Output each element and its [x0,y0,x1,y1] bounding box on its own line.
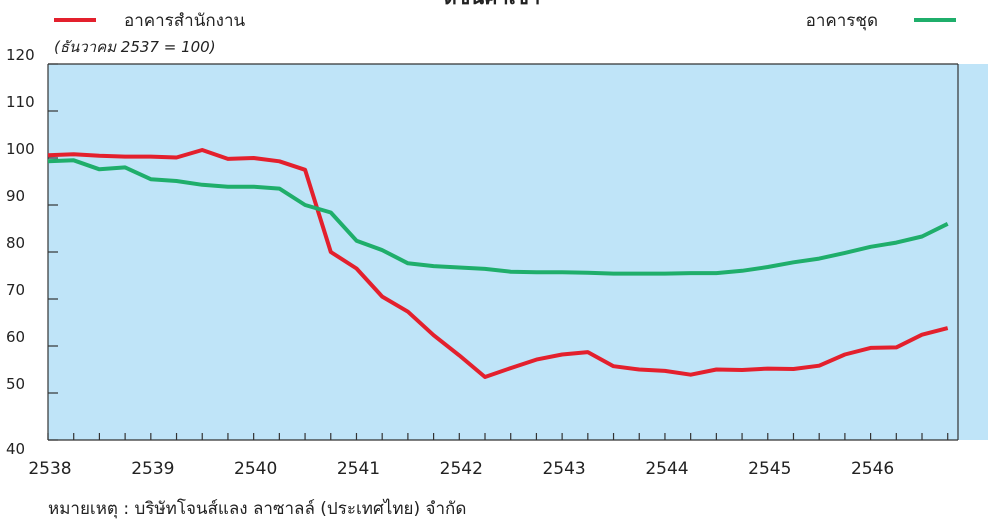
y-tick-label: 40 [6,440,25,458]
y-tick-label: 80 [6,234,25,252]
plot-left-margin [0,64,48,440]
x-tick-label: 2541 [337,459,380,479]
x-tick-label: 2542 [440,459,483,479]
x-tick-label: 2539 [131,459,174,479]
x-axis-ticks: 2538 2539 2540 2541 2542 2543 2544 2545 2546 [28,433,949,479]
y-tick-label: 70 [6,281,25,299]
source-footnote: หมายเหตุ : บริษัทโจนส์แลง ลาซาลล์ (ประเท… [48,498,466,519]
series-lines [47,148,949,379]
x-tick-label: 2546 [851,459,894,479]
x-tick-label: 2544 [645,459,688,479]
x-tick-label: 2545 [748,459,791,479]
y-axis-ticks: 40 50 60 70 80 90 100 110 120 [6,46,58,458]
legend-office-label: อาคารสำนักงาน [124,11,245,31]
series-line-office [47,148,949,379]
legend-condo-label: อาคารชุด [806,11,878,31]
series-line-condo [47,158,949,276]
chart-subtitle: (ธันวาคม 2537 = 100) [54,38,216,56]
x-tick-label: 2543 [542,459,585,479]
y-tick-label: 60 [6,328,25,346]
plot-area [0,64,988,440]
y-tick-label: 110 [6,93,35,111]
y-tick-label: 100 [6,140,35,158]
y-tick-label: 50 [6,375,25,393]
x-tick-label: 2540 [234,459,277,479]
y-tick-label: 90 [6,187,25,205]
chart-title: ดัชนีค่าเช่า [444,0,540,9]
x-tick-label: 2538 [28,459,71,479]
y-tick-label: 120 [6,46,35,64]
